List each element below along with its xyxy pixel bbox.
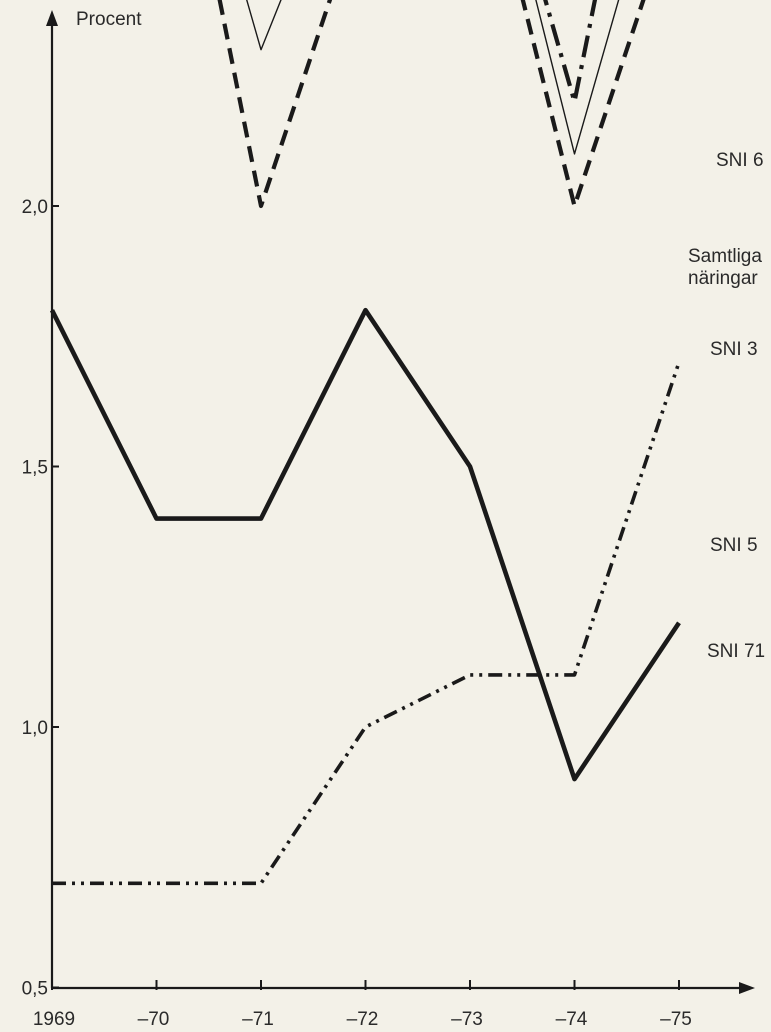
series-line-sni-6 bbox=[543, 0, 598, 104]
x-axis-arrow bbox=[739, 982, 755, 994]
x-tick-label: –74 bbox=[556, 1009, 588, 1030]
series-label: SNI 6 bbox=[716, 150, 764, 171]
x-tick-label: 1969 bbox=[33, 1009, 75, 1030]
y-tick-label: 1,0 bbox=[22, 718, 48, 739]
series-label: SNI 3 bbox=[710, 339, 758, 360]
labels-layer: SNI 6 Samtliga näringar SNI 3 SNI 5 SNI 71 bbox=[688, 150, 765, 662]
y-axis-label: Procent bbox=[76, 9, 142, 30]
series-line-sni-5 bbox=[52, 361, 681, 886]
x-tick-label: –72 bbox=[347, 1009, 379, 1030]
series-label: SNI 5 bbox=[710, 535, 758, 556]
x-tick-label: –70 bbox=[138, 1009, 170, 1030]
series-layer bbox=[49, 0, 681, 886]
series-line-sni-3 bbox=[217, 0, 646, 209]
y-tick-label: 2,0 bbox=[22, 197, 48, 218]
x-tick-label: –75 bbox=[660, 1009, 692, 1030]
series-line-samtliga-nringar bbox=[246, 0, 620, 155]
y-axis-arrow bbox=[46, 10, 58, 26]
y-tick-label: 0,5 bbox=[22, 979, 48, 1000]
y-tick-label: 1,5 bbox=[22, 458, 48, 479]
series-label: SNI 71 bbox=[707, 641, 765, 662]
x-tick-label: –73 bbox=[451, 1009, 483, 1030]
x-tick-label: –71 bbox=[242, 1009, 274, 1030]
series-line-sni-71 bbox=[49, 307, 681, 782]
series-label: Samtliga näringar bbox=[688, 246, 762, 289]
axes: 0,51,01,52,02,53,03,51969–70–71–72–73–74… bbox=[22, 10, 755, 1030]
